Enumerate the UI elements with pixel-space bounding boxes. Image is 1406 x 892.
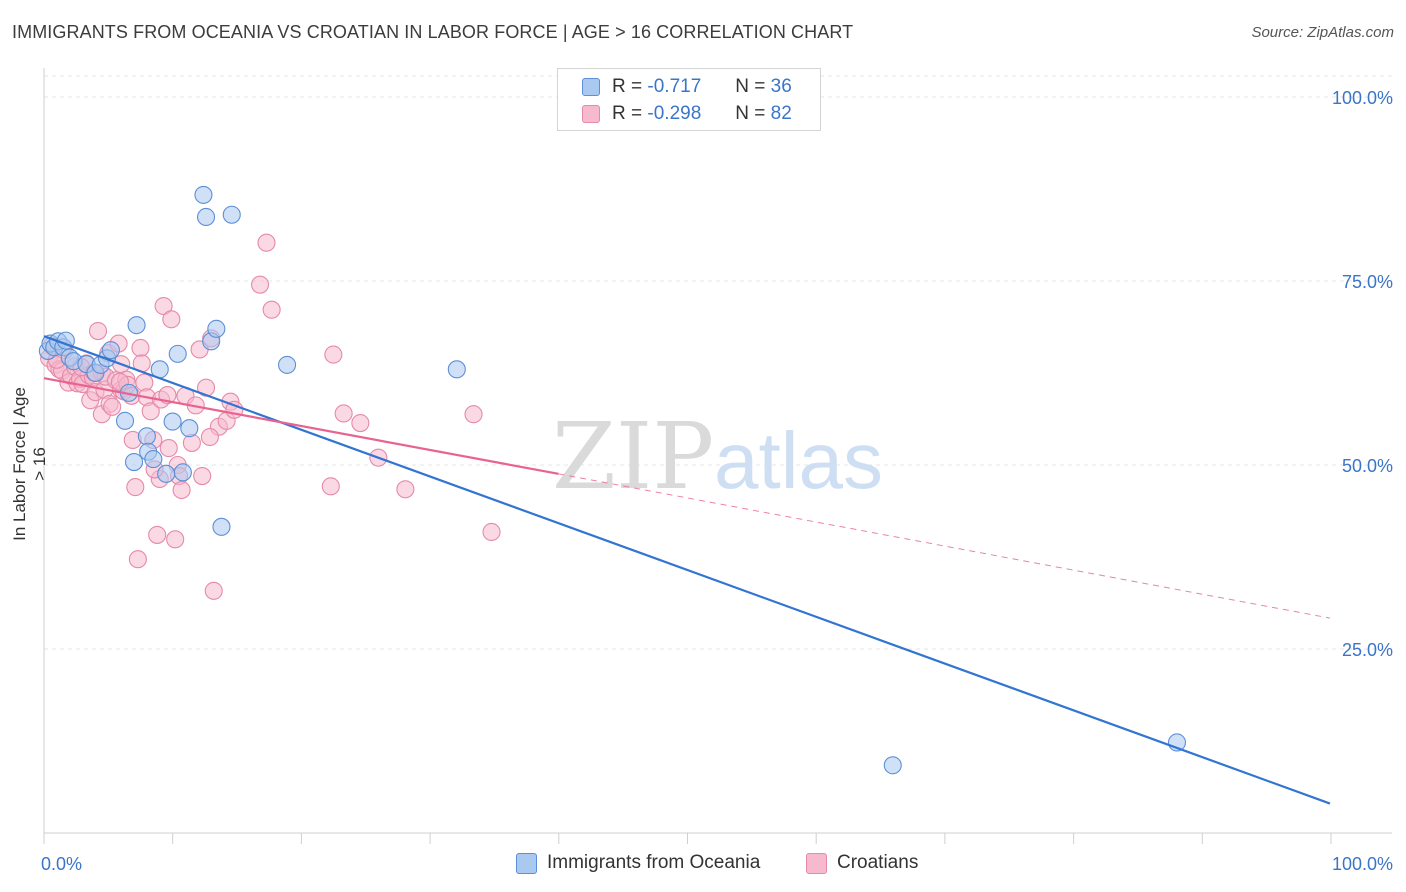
- legend-label-croatians: Croatians: [837, 852, 919, 873]
- legend-n-label: N =: [735, 76, 766, 97]
- croatians-point: [162, 310, 181, 329]
- series-legend: Immigrants from Oceania Croatians: [0, 852, 1406, 876]
- croatians-point: [88, 321, 108, 341]
- croatians-point: [250, 275, 270, 294]
- gridlines: [44, 75, 1392, 650]
- legend-swatch-oceania: [582, 78, 600, 96]
- oceania-point: [447, 360, 466, 379]
- axes: [43, 68, 1392, 844]
- croatians-points: [40, 233, 501, 600]
- oceania-point: [180, 419, 199, 438]
- x-tick-label: 100.0%: [1332, 854, 1393, 874]
- oceania-point: [163, 412, 182, 431]
- croatians-point: [482, 522, 501, 542]
- oceania-point: [137, 427, 156, 446]
- croatians-trendline: [43, 377, 559, 475]
- chart-title: IMMIGRANTS FROM OCEANIA VS CROATIAN IN L…: [12, 22, 854, 42]
- oceania-point: [168, 344, 187, 363]
- croatians-point: [257, 233, 276, 252]
- oceania-point: [101, 341, 120, 360]
- y-tick-label: 100.0%: [1332, 88, 1393, 108]
- legend-n-value: 36: [770, 76, 792, 97]
- croatians-point: [200, 427, 219, 447]
- croatians-point: [141, 402, 160, 421]
- oceania-point: [115, 411, 135, 430]
- croatians-point: [135, 373, 154, 392]
- croatians-point: [464, 405, 483, 424]
- legend-r-value: -0.717: [647, 76, 702, 97]
- y-tick-labels: 25.0% 50.0% 75.0% 100.0%: [1332, 88, 1393, 660]
- croatians-point: [262, 300, 281, 319]
- legend-item-oceania[interactable]: Immigrants from Oceania: [516, 852, 760, 874]
- croatians-point: [396, 480, 415, 499]
- correlation-legend: R = -0.717 N = 36 R = -0.298 N = 82: [557, 68, 821, 131]
- croatians-point: [321, 477, 340, 496]
- oceania-trendline: [43, 335, 1331, 805]
- croatians-point: [324, 345, 343, 364]
- legend-row-oceania: R = -0.717 N = 36: [582, 75, 792, 99]
- legend-n-value: 82: [770, 103, 792, 124]
- oceania-point: [173, 463, 192, 482]
- legend-r-label: R =: [612, 76, 643, 97]
- legend-r-label: R =: [612, 103, 643, 124]
- croatians-point: [148, 525, 167, 544]
- croatians-point: [351, 413, 370, 433]
- oceania-point: [212, 517, 231, 536]
- croatians-point: [103, 397, 122, 416]
- legend-item-croatians[interactable]: Croatians: [806, 852, 918, 874]
- croatians-point: [159, 439, 178, 458]
- croatians-point: [172, 480, 191, 500]
- croatians-point: [193, 466, 212, 486]
- oceania-point: [883, 756, 902, 775]
- legend-swatch-croatians: [806, 852, 827, 874]
- croatians-point: [204, 581, 223, 600]
- croatians-point: [128, 550, 147, 569]
- trendlines: [43, 335, 1331, 805]
- legend-n-label: N =: [735, 103, 766, 124]
- legend-swatch-oceania: [516, 852, 537, 874]
- legend-swatch-croatians: [582, 105, 600, 123]
- y-tick-label: 25.0%: [1342, 640, 1393, 660]
- watermark-zip: ZIP: [552, 403, 714, 510]
- x-tick-label: 0.0%: [41, 854, 82, 874]
- legend-label-oceania: Immigrants from Oceania: [547, 852, 761, 873]
- oceania-point: [196, 207, 216, 227]
- croatians-trendline-extension: [558, 473, 1331, 619]
- croatians-point: [126, 478, 145, 497]
- oceania-point: [222, 205, 241, 224]
- croatians-point: [166, 530, 185, 549]
- y-axis-label: In Labor Force | Age > 16: [10, 387, 49, 541]
- oceania-point: [144, 450, 163, 469]
- croatians-point: [154, 296, 173, 316]
- y-tick-label: 75.0%: [1342, 272, 1393, 292]
- y-tick-label: 50.0%: [1342, 456, 1393, 476]
- oceania-point: [157, 464, 176, 483]
- watermark: ZIP atlas: [552, 403, 883, 510]
- croatians-point: [334, 404, 353, 423]
- croatians-point: [131, 338, 150, 358]
- croatians-point: [182, 433, 201, 452]
- oceania-point: [278, 355, 297, 374]
- oceania-point: [124, 453, 144, 472]
- oceania-point: [194, 185, 213, 204]
- legend-row-croatians: R = -0.298 N = 82: [582, 102, 792, 126]
- oceania-point: [127, 316, 146, 335]
- source-credit: Source: ZipAtlas.com: [1251, 24, 1394, 41]
- watermark-atlas: atlas: [714, 416, 883, 505]
- oceania-point: [207, 319, 226, 338]
- legend-r-value: -0.298: [647, 103, 702, 124]
- x-tick-labels: 0.0% 100.0%: [41, 854, 1393, 874]
